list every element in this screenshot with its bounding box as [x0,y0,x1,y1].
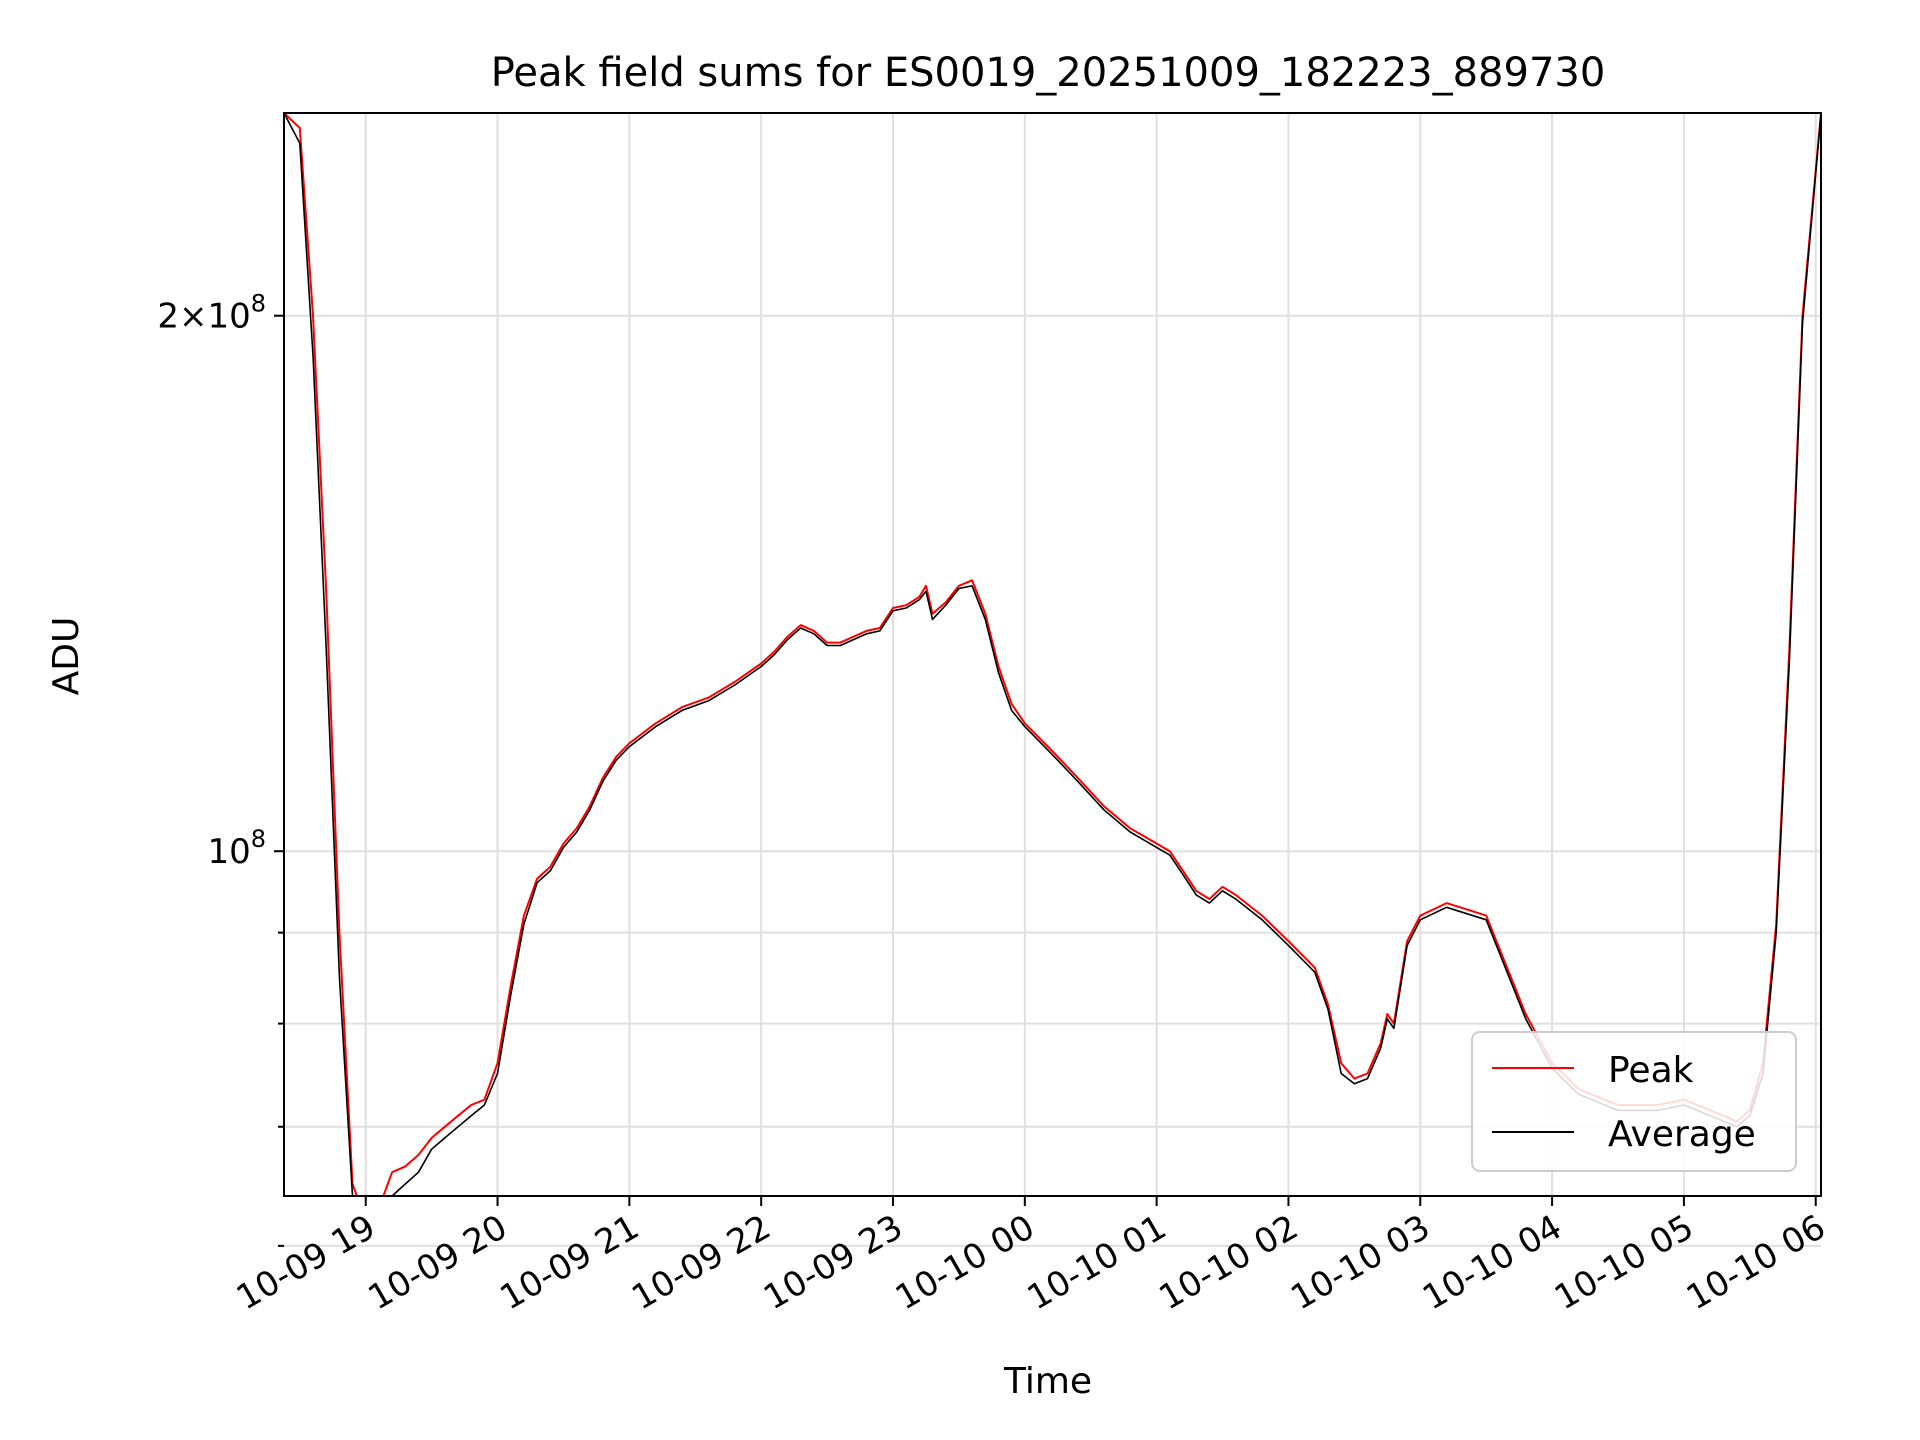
legend-label-peak: Peak [1608,1050,1694,1091]
legend: Peak Average [1471,1031,1797,1172]
series-layer [284,113,1821,1196]
series-line-average [284,113,1821,1196]
y-tick-label: 2×108 [157,290,266,337]
x-axis-label: Time [1003,1361,1092,1402]
series-line-peak [284,113,1821,1196]
axes-frame [283,112,1822,1197]
y-tick-label: 108 [207,825,266,872]
legend-label-average: Average [1608,1114,1756,1155]
chart-title: Peak field sums for ES0019_20251009_1822… [491,50,1606,96]
legend-box [1471,1031,1797,1172]
y-axis: 2×108 108 [157,290,284,1247]
y-axis-label: ADU [46,617,87,696]
